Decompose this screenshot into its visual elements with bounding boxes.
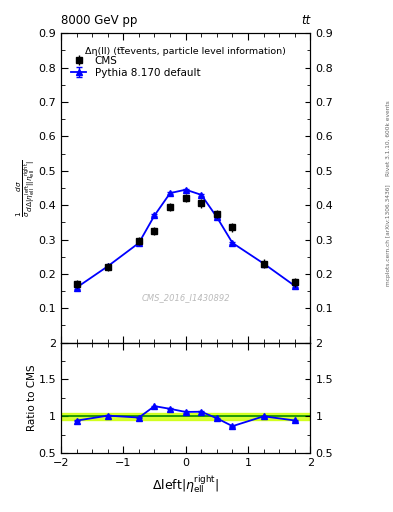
- Text: tt: tt: [301, 14, 310, 27]
- Text: 8000 GeV pp: 8000 GeV pp: [61, 14, 137, 27]
- Text: CMS_2016_I1430892: CMS_2016_I1430892: [141, 293, 230, 303]
- Text: Rivet 3.1.10, 600k events: Rivet 3.1.10, 600k events: [386, 100, 391, 176]
- Text: Δη(ll) (tt̅events, particle level information): Δη(ll) (tt̅events, particle level inform…: [85, 47, 286, 56]
- Y-axis label: Ratio to CMS: Ratio to CMS: [27, 365, 37, 431]
- X-axis label: $\Delta\mathrm{left}|\eta_\mathrm{ell}^\mathrm{right}|$: $\Delta\mathrm{left}|\eta_\mathrm{ell}^\…: [152, 474, 219, 495]
- Text: mcplots.cern.ch [arXiv:1306.3436]: mcplots.cern.ch [arXiv:1306.3436]: [386, 185, 391, 286]
- Legend: CMS, Pythia 8.170 default: CMS, Pythia 8.170 default: [69, 54, 202, 80]
- Y-axis label: $\frac{1}{\sigma}\frac{d\sigma}{d\Delta|\eta_\mathrm{ell}^\mathrm{left}||\eta_\m: $\frac{1}{\sigma}\frac{d\sigma}{d\Delta|…: [14, 159, 37, 217]
- Bar: [61, 413, 310, 420]
